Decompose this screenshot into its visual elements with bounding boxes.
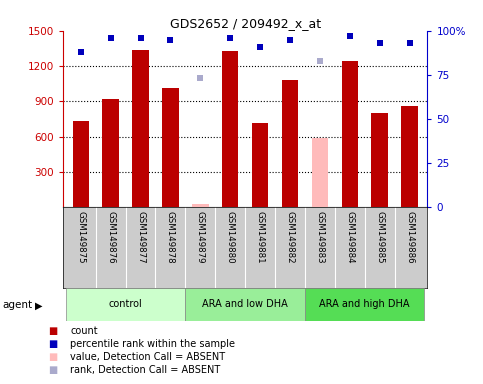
Text: GSM149885: GSM149885: [375, 211, 384, 264]
Text: percentile rank within the sample: percentile rank within the sample: [70, 339, 235, 349]
Text: ■: ■: [48, 352, 57, 362]
Bar: [252, 122, 268, 207]
Text: GSM149884: GSM149884: [345, 211, 354, 264]
Text: value, Detection Call = ABSENT: value, Detection Call = ABSENT: [70, 352, 225, 362]
Bar: [312, 138, 328, 207]
Text: GSM149875: GSM149875: [76, 211, 85, 264]
Text: control: control: [109, 299, 142, 310]
Bar: [162, 88, 179, 207]
Text: GSM149881: GSM149881: [256, 211, 265, 264]
Text: GSM149878: GSM149878: [166, 211, 175, 264]
Text: rank, Detection Call = ABSENT: rank, Detection Call = ABSENT: [70, 365, 220, 375]
Text: GSM149882: GSM149882: [285, 211, 295, 264]
Bar: [222, 51, 239, 207]
Text: ■: ■: [48, 339, 57, 349]
Bar: [341, 61, 358, 207]
Bar: [102, 99, 119, 207]
Bar: [282, 80, 298, 207]
Text: GSM149883: GSM149883: [315, 211, 325, 264]
Text: GSM149880: GSM149880: [226, 211, 235, 264]
Text: GSM149876: GSM149876: [106, 211, 115, 264]
Text: ARA and low DHA: ARA and low DHA: [202, 299, 288, 310]
Text: GSM149886: GSM149886: [405, 211, 414, 264]
Bar: [72, 121, 89, 207]
Text: GSM149877: GSM149877: [136, 211, 145, 264]
Text: agent: agent: [2, 300, 32, 310]
Text: ARA and high DHA: ARA and high DHA: [319, 299, 410, 310]
Text: GSM149879: GSM149879: [196, 211, 205, 264]
Bar: [371, 113, 388, 207]
Bar: [305, 288, 425, 321]
Bar: [401, 106, 418, 207]
Bar: [185, 288, 305, 321]
Text: ■: ■: [48, 326, 57, 336]
Title: GDS2652 / 209492_x_at: GDS2652 / 209492_x_at: [170, 17, 321, 30]
Text: count: count: [70, 326, 98, 336]
Text: ▶: ▶: [35, 300, 43, 310]
Text: ■: ■: [48, 365, 57, 375]
Bar: [132, 50, 149, 207]
Bar: [66, 288, 185, 321]
Bar: [192, 204, 209, 207]
